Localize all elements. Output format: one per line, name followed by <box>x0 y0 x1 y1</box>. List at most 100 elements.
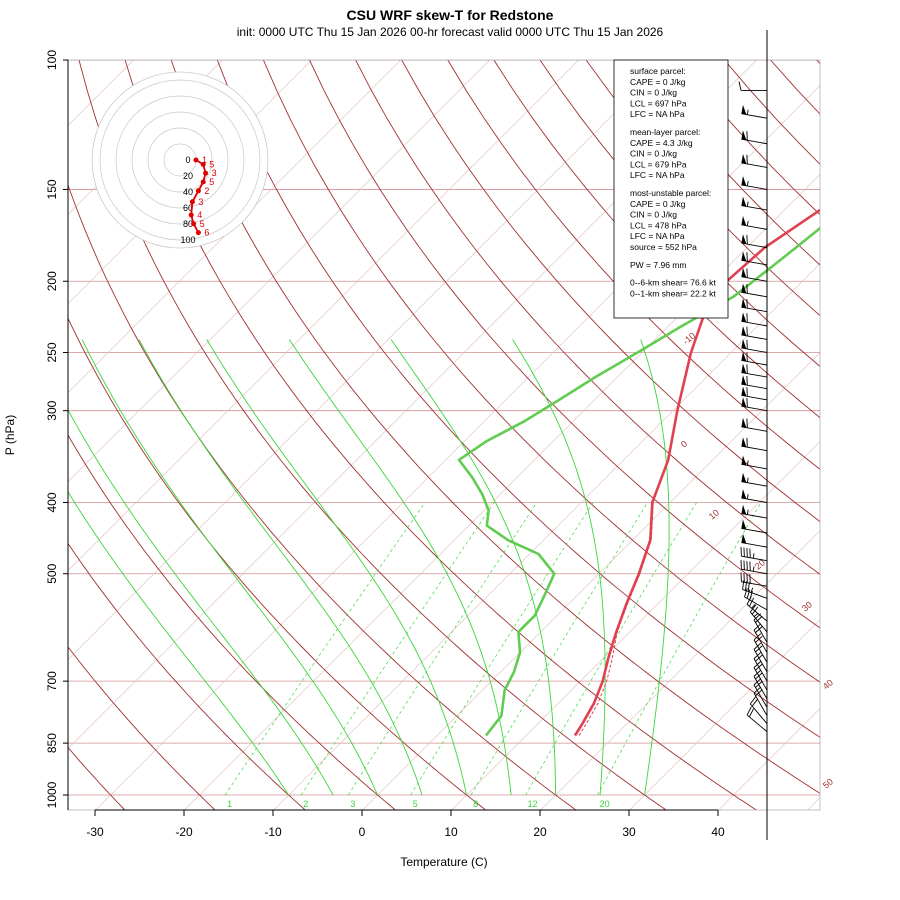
wind-barb-full <box>755 672 763 680</box>
hodograph-point-label: 5 <box>200 219 205 229</box>
isotherm <box>896 60 900 811</box>
wind-barb <box>753 623 768 653</box>
wind-barb <box>753 678 768 708</box>
wind-barb-shaft <box>741 259 768 266</box>
wind-barb-shaft <box>741 445 768 452</box>
indices-line: LFC = NA hPa <box>630 109 685 119</box>
y-tick-label: 850 <box>45 733 59 753</box>
wind-barb-flag <box>741 196 747 207</box>
moist-adiabat <box>138 339 423 796</box>
isotherm <box>68 60 490 482</box>
hodograph-point <box>203 170 209 176</box>
indices-line: 0--1-km shear= 22.2 kt <box>630 288 716 298</box>
wind-barb-flag <box>741 375 747 386</box>
mixing-ratio-label: 20 <box>600 799 610 809</box>
hodograph-ring <box>115 95 245 225</box>
wind-barb-shaft <box>741 383 768 390</box>
wind-barb-full <box>753 678 762 686</box>
wind-barb-flag <box>741 339 747 349</box>
mixing-ratio-line <box>300 502 495 796</box>
dry-adiabat <box>401 60 820 523</box>
isotherm <box>540 530 820 810</box>
wind-barb-flag <box>741 312 747 323</box>
wind-barb-shaft <box>741 555 768 562</box>
wind-barb-flag <box>741 455 747 466</box>
dry-adiabat <box>68 746 126 810</box>
x-tick-label: -10 <box>264 825 282 839</box>
wind-barb <box>741 196 768 211</box>
wind-barb-full <box>747 582 750 592</box>
hodograph-ring-label: 100 <box>180 235 195 245</box>
hodograph-point <box>191 221 197 227</box>
wind-barb <box>741 363 768 378</box>
hodograph-point <box>189 199 195 205</box>
indices-line: LCL = 478 hPa <box>630 220 687 230</box>
mixing-ratio-label: 1 <box>227 799 232 809</box>
hodograph-point <box>195 188 201 194</box>
wind-barb-flag <box>741 251 747 262</box>
hodograph-background <box>91 71 269 249</box>
isotherm <box>273 263 820 810</box>
dry-adiabat <box>68 434 397 810</box>
indices-line: PW = 7.96 mm <box>630 260 686 270</box>
wind-barb-flag <box>741 519 747 530</box>
dry-adiabat <box>309 60 820 629</box>
wind-barb-full <box>755 626 763 633</box>
y-tick-label: 500 <box>45 563 59 583</box>
wind-barb-shaft <box>741 527 768 534</box>
dry-adiabat <box>262 60 820 683</box>
indices-line: CIN = 0 J/kg <box>630 149 677 159</box>
hodograph-point-label: 1 <box>202 155 207 165</box>
wind-barb-full <box>751 698 759 707</box>
wind-barb-shaft <box>741 513 768 519</box>
moist-adiabat <box>390 339 557 795</box>
y-tick-label: 200 <box>45 271 59 291</box>
wind-barb-shaft <box>753 649 768 673</box>
wind-barb <box>740 572 768 587</box>
hodograph-ring <box>147 127 213 193</box>
mixing-ratio-label: 12 <box>528 799 538 809</box>
wind-barb-full <box>746 596 752 605</box>
moist-adiabat <box>206 339 468 796</box>
wind-barb-half <box>746 201 749 207</box>
hodograph-point-label: 2 <box>204 186 209 196</box>
dry-adiabat <box>68 317 487 810</box>
wind-barb <box>741 283 768 298</box>
wind-barb <box>741 339 768 353</box>
wind-barb-full <box>749 696 757 705</box>
wind-barb-flag <box>741 154 747 164</box>
wind-barb-shaft <box>753 629 768 653</box>
hodograph-point <box>188 212 194 218</box>
wind-barb <box>741 326 768 340</box>
wind-barb-half <box>750 587 754 593</box>
hodograph-ring-label: 0 <box>185 155 190 165</box>
isotherm-label: 30 <box>800 599 814 613</box>
wind-barb-half <box>746 109 749 115</box>
wind-barb-full <box>753 623 762 631</box>
dry-adiabat <box>355 60 820 575</box>
wind-barb-shaft <box>741 306 768 313</box>
wind-barb-flag <box>741 176 747 186</box>
hodograph-point-label: 5 <box>209 177 214 187</box>
indices-line: source = 552 hPa <box>630 242 697 252</box>
wind-barb <box>753 633 768 663</box>
wind-barb-half <box>746 494 749 500</box>
hodograph-point-label: 4 <box>197 210 202 220</box>
wind-barb <box>741 351 768 366</box>
wind-barb <box>741 397 768 412</box>
wind-barb-shaft <box>741 581 768 587</box>
wind-barb-full <box>753 652 762 659</box>
isotherm-label: 50 <box>821 776 835 790</box>
wind-barb-shaft <box>744 596 768 611</box>
wind-barb-full <box>755 663 763 671</box>
wind-barb-half <box>746 220 749 226</box>
isotherm <box>807 797 820 810</box>
isotherm-label: 10 <box>707 507 721 521</box>
indices-line: LCL = 679 hPa <box>630 159 687 169</box>
isotherm <box>362 352 820 810</box>
wind-barb <box>740 546 768 562</box>
wind-barb <box>741 104 768 119</box>
dry-adiabat <box>68 183 577 810</box>
wind-barb-flag <box>741 397 747 408</box>
